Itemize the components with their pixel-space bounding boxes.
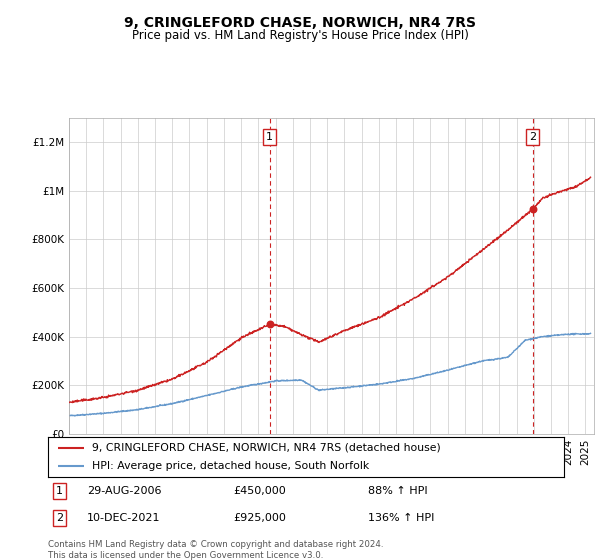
Text: 136% ↑ HPI: 136% ↑ HPI xyxy=(368,514,434,524)
Point xyxy=(528,204,538,213)
Text: 1: 1 xyxy=(56,486,63,496)
Point xyxy=(265,320,275,329)
Text: £450,000: £450,000 xyxy=(234,486,287,496)
Text: 2: 2 xyxy=(529,132,536,142)
Text: HPI: Average price, detached house, South Norfolk: HPI: Average price, detached house, Sout… xyxy=(92,461,369,471)
Text: 29-AUG-2006: 29-AUG-2006 xyxy=(86,486,161,496)
Text: 9, CRINGLEFORD CHASE, NORWICH, NR4 7RS: 9, CRINGLEFORD CHASE, NORWICH, NR4 7RS xyxy=(124,16,476,30)
Text: £925,000: £925,000 xyxy=(234,514,287,524)
Text: 88% ↑ HPI: 88% ↑ HPI xyxy=(368,486,428,496)
Text: 1: 1 xyxy=(266,132,273,142)
Text: 2: 2 xyxy=(56,514,63,524)
Text: 10-DEC-2021: 10-DEC-2021 xyxy=(86,514,160,524)
Text: Contains HM Land Registry data © Crown copyright and database right 2024.
This d: Contains HM Land Registry data © Crown c… xyxy=(48,540,383,560)
Text: 9, CRINGLEFORD CHASE, NORWICH, NR4 7RS (detached house): 9, CRINGLEFORD CHASE, NORWICH, NR4 7RS (… xyxy=(92,443,440,452)
Text: Price paid vs. HM Land Registry's House Price Index (HPI): Price paid vs. HM Land Registry's House … xyxy=(131,29,469,42)
